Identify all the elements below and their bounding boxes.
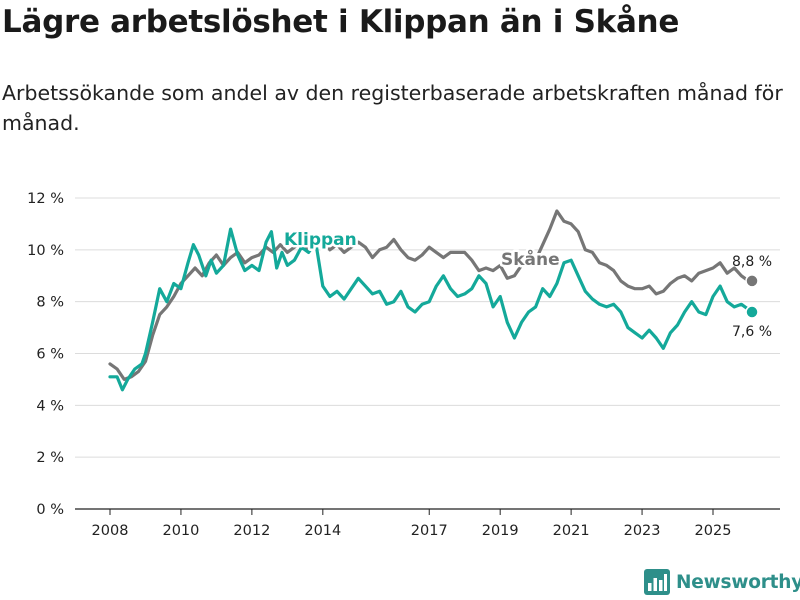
y-tick-label: 4 % bbox=[36, 398, 64, 414]
brand-name: Newsworthy bbox=[676, 571, 800, 593]
series-label-klippan: Klippan bbox=[284, 230, 357, 250]
x-tick-label: 2014 bbox=[304, 523, 341, 539]
series-label-skane-halo: Skåne bbox=[501, 248, 560, 270]
bar-chart-icon bbox=[644, 569, 670, 595]
y-tick-label: 10 % bbox=[27, 243, 64, 259]
newsworthy-logo: Newsworthy bbox=[644, 569, 800, 595]
x-tick-label: 2023 bbox=[624, 523, 661, 539]
end-label-skane: 8,8 % bbox=[732, 254, 772, 270]
series-layer bbox=[108, 209, 759, 392]
series-label-klippan-halo: Klippan bbox=[284, 230, 357, 250]
end-point-skane bbox=[745, 274, 759, 288]
x-tick-label: 2017 bbox=[411, 523, 448, 539]
x-tick-label: 2012 bbox=[233, 523, 270, 539]
grid-layer bbox=[75, 197, 780, 510]
series-line-skane bbox=[108, 209, 754, 381]
end-label-klippan: 7,6 % bbox=[732, 324, 772, 340]
y-tick-label: 6 % bbox=[36, 347, 64, 363]
x-tick-label: 2010 bbox=[162, 523, 199, 539]
x-tick-label: 2021 bbox=[553, 523, 590, 539]
series-line-klippan bbox=[108, 227, 754, 392]
x-tick-label: 2025 bbox=[695, 523, 732, 539]
chart-title: Lägre arbetslöshet i Klippan än i Skåne bbox=[2, 4, 680, 40]
series-label-skane: Skåne bbox=[501, 248, 560, 270]
y-tick-label: 8 % bbox=[36, 295, 64, 311]
x-tick-label: 2019 bbox=[482, 523, 519, 539]
y-tick-label: 0 % bbox=[36, 502, 64, 518]
y-tick-label: 2 % bbox=[36, 450, 64, 466]
x-tick-label: 2008 bbox=[92, 523, 129, 539]
axis-layer: 0 % 2 % 4 % 6 % 8 % 10 % 12 % 2008 2010 2012 2014 2… bbox=[27, 191, 731, 539]
end-point-klippan bbox=[745, 305, 759, 319]
chart-subtitle: Arbetssökande som andel av den registerb… bbox=[2, 81, 783, 135]
y-tick-label: 12 % bbox=[27, 191, 64, 207]
